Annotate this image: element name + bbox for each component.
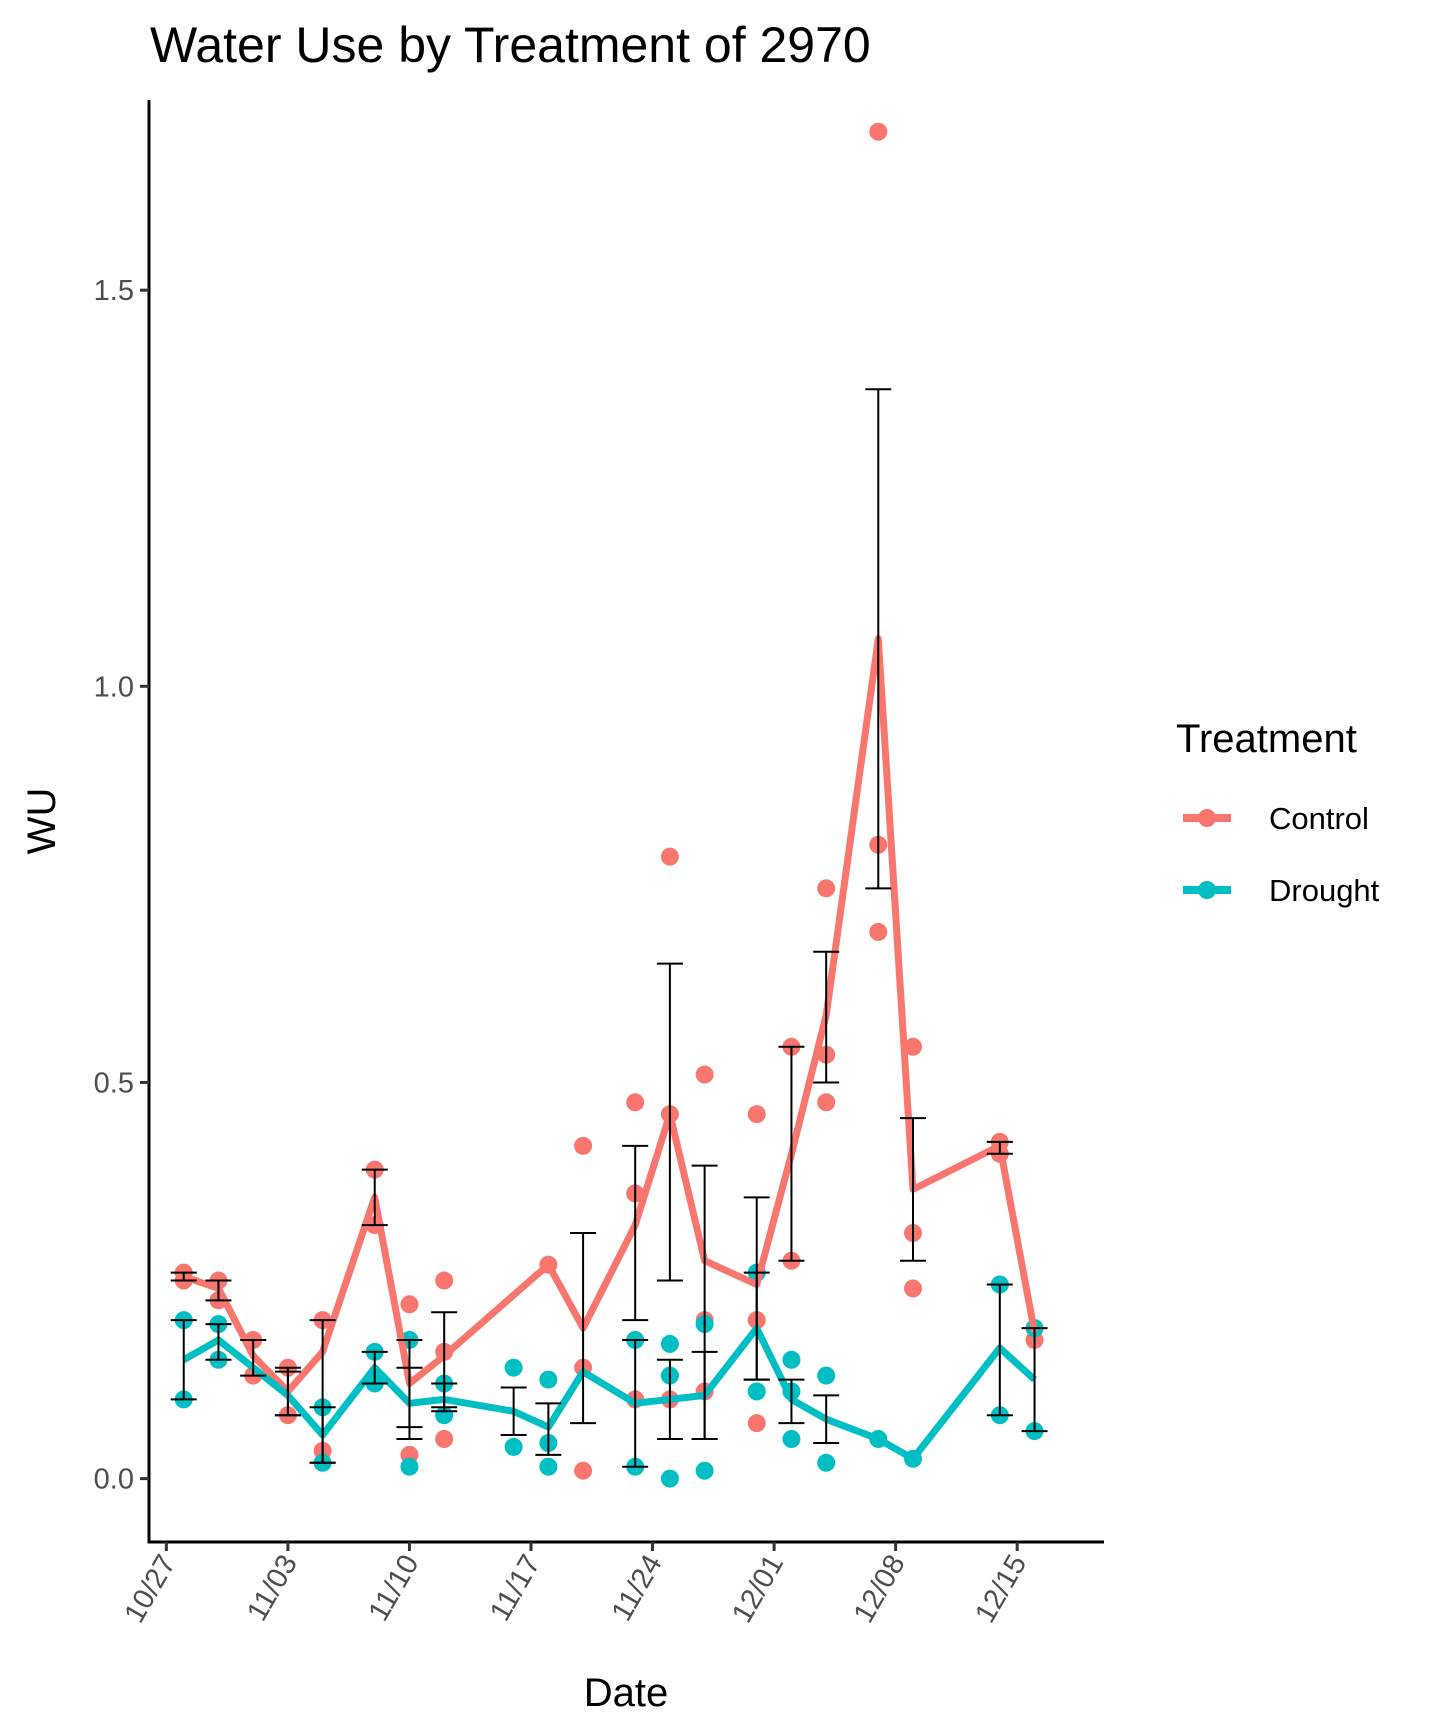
- legend-key-point-control: [1198, 809, 1216, 827]
- legend-title: Treatment: [1176, 717, 1357, 761]
- data-point-control: [904, 1037, 922, 1056]
- data-point-control: [747, 1414, 766, 1433]
- error-bar-drought: [535, 1402, 562, 1456]
- data-point-drought: [817, 1453, 836, 1472]
- y-axis-ticks: 0.0 0.5 1.0 1.5: [94, 275, 149, 1496]
- data-point-drought: [539, 1370, 558, 1389]
- error-bar-drought: [274, 1370, 301, 1417]
- y-tick-label: 1.5: [94, 275, 134, 307]
- data-point-drought: [504, 1437, 523, 1456]
- data-point-control: [660, 847, 679, 866]
- error-bar-drought: [622, 1338, 649, 1468]
- error-bar-drought: [431, 1382, 458, 1413]
- data-point-control: [869, 922, 888, 941]
- error-bar-drought: [500, 1386, 527, 1437]
- chart-title: Water Use by Treatment of 2970: [150, 17, 871, 73]
- error-bar-control: [240, 1338, 267, 1377]
- data-point-drought: [695, 1461, 714, 1480]
- data-point-control: [400, 1295, 419, 1314]
- x-tick-label: 11/03: [241, 1550, 304, 1627]
- error-bar-control: [986, 1140, 1013, 1155]
- error-bar-drought: [778, 1378, 805, 1425]
- error-bar-drought: [205, 1323, 232, 1361]
- x-tick-label: 12/08: [848, 1550, 912, 1629]
- legend-entry-control: Control: [1183, 801, 1369, 836]
- series-line-control: [182, 635, 1038, 1395]
- data-point-control: [435, 1430, 454, 1448]
- x-tick-label: 11/10: [363, 1550, 426, 1627]
- data-point-control: [817, 879, 836, 898]
- data-point-control: [747, 1105, 766, 1124]
- y-tick-label: 0.0: [94, 1464, 134, 1496]
- plot-area: [170, 122, 1048, 1488]
- error-bar-control: [865, 388, 892, 890]
- data-point-drought: [660, 1469, 679, 1488]
- error-bar-drought: [656, 1358, 683, 1440]
- error-bar-drought: [396, 1338, 423, 1429]
- y-tick-label: 0.5: [94, 1067, 134, 1099]
- error-bar-drought: [309, 1406, 336, 1464]
- data-point-control: [904, 1279, 922, 1298]
- error-bar-control: [570, 1232, 597, 1425]
- error-bar-control: [361, 1168, 388, 1227]
- x-tick-label: 11/24: [606, 1550, 669, 1627]
- x-axis-title: Date: [584, 1671, 669, 1715]
- data-point-drought: [504, 1358, 523, 1377]
- data-point-control: [626, 1093, 645, 1112]
- data-point-drought: [539, 1457, 558, 1476]
- data-point-drought: [660, 1334, 679, 1353]
- data-point-control: [817, 1093, 836, 1112]
- data-point-control: [695, 1065, 714, 1084]
- y-tick-label: 1.0: [94, 671, 134, 703]
- x-axis-ticks: 10/27 11/03 11/10 11/17 11/24 12/01 12/08 12/15: [118, 1542, 1033, 1628]
- x-tick-label: 12/01: [726, 1550, 790, 1629]
- x-tick-label: 10/27: [118, 1550, 182, 1629]
- error-bar-drought: [361, 1350, 388, 1385]
- data-point-control: [435, 1271, 454, 1290]
- data-point-drought: [400, 1457, 419, 1476]
- y-axis-title: WU: [20, 788, 64, 855]
- error-bar-drought: [691, 1350, 718, 1440]
- error-bar-drought: [813, 1394, 840, 1444]
- error-bar-control: [205, 1279, 232, 1302]
- x-tick-label: 11/17: [484, 1550, 547, 1627]
- error-bar-drought: [1021, 1327, 1048, 1433]
- series-lines-layer: [181, 635, 1038, 1463]
- series-line-drought: [181, 1324, 1037, 1463]
- legend-entry-drought: Drought: [1183, 873, 1380, 908]
- data-point-drought: [782, 1430, 801, 1448]
- legend: Treatment Control Drought: [1176, 717, 1380, 908]
- data-point-control: [869, 122, 888, 141]
- data-point-drought: [782, 1350, 801, 1369]
- data-point-control: [574, 1461, 593, 1480]
- error-bar-control: [656, 962, 683, 1282]
- error-bar-control: [170, 1271, 197, 1282]
- error-bar-control: [900, 1117, 926, 1262]
- error-bar-control: [778, 1045, 805, 1262]
- error-bars-layer: [170, 388, 1048, 1468]
- data-point-drought: [747, 1382, 766, 1401]
- error-bar-drought: [986, 1283, 1013, 1417]
- error-bar-drought: [743, 1271, 770, 1381]
- data-point-drought: [817, 1366, 836, 1385]
- legend-label-control: Control: [1269, 801, 1369, 836]
- x-tick-label: 12/15: [969, 1550, 1033, 1629]
- error-bar-drought: [170, 1319, 197, 1401]
- error-bar-control: [813, 950, 840, 1084]
- legend-label-drought: Drought: [1269, 873, 1380, 908]
- legend-key-point-drought: [1198, 881, 1216, 899]
- error-bar-control: [622, 1144, 649, 1322]
- data-point-control: [574, 1136, 593, 1155]
